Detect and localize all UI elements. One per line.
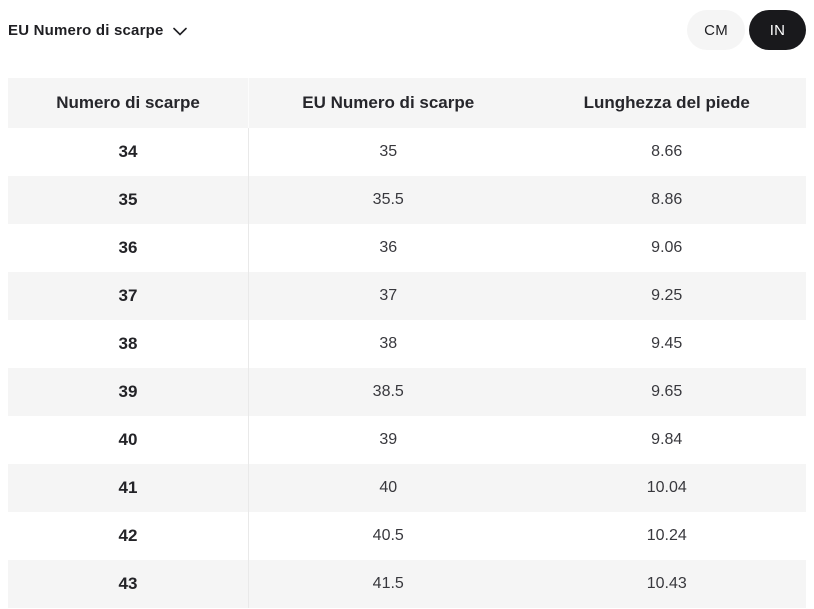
size-cell: 43 bbox=[8, 560, 249, 608]
table-row: 42 40.5 10.24 bbox=[8, 512, 806, 560]
column-header-foot-length: Lunghezza del piede bbox=[583, 93, 750, 112]
foot-length-cell: 10.24 bbox=[646, 527, 687, 544]
foot-length-cell: 10.43 bbox=[646, 575, 687, 592]
foot-length-cell: 9.84 bbox=[651, 431, 683, 448]
table-row: 36 36 9.06 bbox=[8, 224, 806, 272]
table-row: 43 41.5 10.43 bbox=[8, 560, 806, 608]
foot-length-cell: 9.45 bbox=[651, 335, 683, 352]
foot-length-cell: 9.65 bbox=[651, 383, 683, 400]
foot-length-cell: 8.86 bbox=[651, 191, 683, 208]
foot-length-cell: 9.06 bbox=[651, 239, 683, 256]
foot-length-cell: 10.04 bbox=[646, 479, 687, 496]
table-row: 38 38 9.45 bbox=[8, 320, 806, 368]
table-row: 41 40 10.04 bbox=[8, 464, 806, 512]
size-conversion-table: Numero di scarpe EU Numero di scarpe Lun… bbox=[8, 78, 806, 608]
column-header-size: Numero di scarpe bbox=[8, 78, 249, 128]
table-header-row: Numero di scarpe EU Numero di scarpe Lun… bbox=[8, 78, 806, 128]
eu-size-cell: 35.5 bbox=[372, 191, 404, 208]
size-cell: 39 bbox=[8, 368, 249, 416]
eu-size-cell: 40.5 bbox=[372, 527, 404, 544]
size-cell: 41 bbox=[8, 464, 249, 512]
table-row: 39 38.5 9.65 bbox=[8, 368, 806, 416]
foot-length-cell: 8.66 bbox=[651, 143, 683, 160]
table-row: 34 35 8.66 bbox=[8, 128, 806, 176]
size-cell: 42 bbox=[8, 512, 249, 560]
unit-toggle-group: CM IN bbox=[687, 10, 806, 50]
size-standard-selector[interactable]: EU Numero di scarpe bbox=[8, 22, 187, 39]
eu-size-cell: 35 bbox=[379, 143, 398, 160]
eu-size-cell: 40 bbox=[379, 479, 398, 496]
eu-size-cell: 36 bbox=[379, 239, 398, 256]
table-body: 34 35 8.66 35 35.5 8.86 36 36 9.06 37 37… bbox=[8, 128, 806, 608]
size-cell: 34 bbox=[8, 128, 249, 176]
eu-size-cell: 39 bbox=[379, 431, 398, 448]
eu-size-cell: 38.5 bbox=[372, 383, 404, 400]
size-cell: 40 bbox=[8, 416, 249, 464]
size-cell: 35 bbox=[8, 176, 249, 224]
size-cell: 36 bbox=[8, 224, 249, 272]
table-row: 40 39 9.84 bbox=[8, 416, 806, 464]
eu-size-cell: 37 bbox=[379, 287, 398, 304]
unit-toggle-in-button[interactable]: IN bbox=[749, 10, 806, 50]
size-cell: 38 bbox=[8, 320, 249, 368]
column-header-eu-size: EU Numero di scarpe bbox=[302, 93, 475, 112]
foot-length-cell: 9.25 bbox=[651, 287, 683, 304]
table-row: 35 35.5 8.86 bbox=[8, 176, 806, 224]
topbar: EU Numero di scarpe CM IN bbox=[0, 0, 814, 60]
table-row: 37 37 9.25 bbox=[8, 272, 806, 320]
size-standard-selector-label: EU Numero di scarpe bbox=[8, 21, 164, 39]
size-cell: 37 bbox=[8, 272, 249, 320]
eu-size-cell: 41.5 bbox=[372, 575, 404, 592]
chevron-down-icon bbox=[172, 27, 187, 36]
unit-toggle-cm-button[interactable]: CM bbox=[687, 10, 745, 50]
eu-size-cell: 38 bbox=[379, 335, 398, 352]
